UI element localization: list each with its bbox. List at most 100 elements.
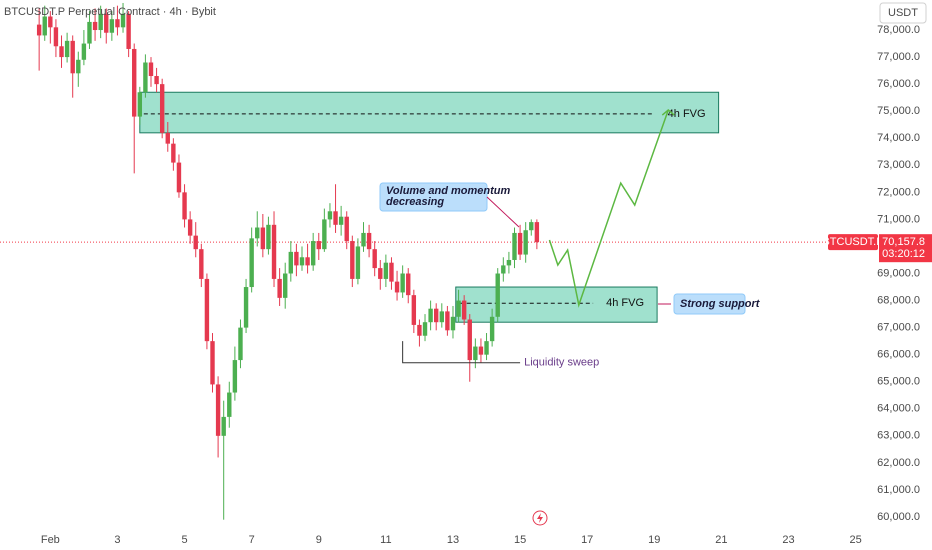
candle-body	[171, 143, 176, 163]
currency[interactable]: USDT	[888, 7, 918, 19]
fvg-label: 4h FVG	[668, 108, 706, 120]
candle-body	[98, 13, 103, 31]
x-tick-label: 9	[316, 534, 322, 546]
candle-body	[338, 216, 344, 225]
candle-body	[400, 273, 405, 293]
y-tick-label: 75,000.0	[877, 105, 920, 117]
candle-body	[210, 341, 215, 385]
candle-body	[271, 224, 277, 279]
x-tick-label: 19	[648, 534, 660, 546]
x-tick-label: 25	[850, 534, 862, 546]
y-tick-label: 76,000.0	[877, 78, 920, 90]
candle-body	[64, 40, 70, 58]
candle-body	[428, 308, 433, 323]
candle-body	[411, 295, 417, 325]
candle-body	[467, 319, 472, 361]
event-icon-bolt[interactable]	[537, 513, 543, 523]
projection-arrowhead	[661, 109, 675, 116]
candle-body	[277, 278, 282, 298]
candle-body	[489, 316, 495, 342]
candle-body	[120, 13, 126, 28]
candle-body	[378, 268, 383, 279]
candle-body	[461, 300, 467, 320]
candle-body	[132, 48, 137, 117]
candle-body	[232, 360, 238, 393]
candle-body	[456, 300, 461, 317]
candle-body	[187, 219, 193, 236]
candle-body	[383, 262, 389, 279]
y-tick-label: 68,000.0	[877, 294, 920, 306]
candle-body	[473, 346, 478, 361]
candle-body	[115, 19, 120, 28]
currency-box[interactable]	[879, 2, 927, 24]
candle-body	[288, 251, 294, 274]
candle-body	[193, 235, 198, 250]
symbol-tag	[828, 234, 878, 251]
candle-body	[255, 227, 260, 239]
y-tick-label: 71,000.0	[877, 213, 920, 225]
candle-body	[434, 308, 439, 323]
y-tick-label: 72,000.0	[877, 186, 920, 198]
x-tick-label: 7	[249, 534, 255, 546]
candle-body	[294, 251, 299, 266]
y-tick-label: 77,000.0	[877, 51, 920, 63]
candle-body	[406, 273, 411, 296]
fvg-zone	[139, 91, 720, 134]
candle-body	[501, 265, 506, 274]
x-tick-label: 11	[380, 534, 391, 546]
candle-body	[478, 346, 484, 355]
plot: 60,000.0 61,000.0 62,000.0 63,000.0 64,000.0…	[0, 2, 920, 546]
candle-body	[126, 13, 131, 49]
x-tick-label: 23	[782, 534, 794, 546]
candle-body	[327, 211, 333, 220]
candle-body	[143, 62, 148, 93]
candle-body	[137, 92, 143, 117]
candle-body	[389, 262, 394, 282]
candle-body	[42, 16, 47, 36]
candle-body	[495, 273, 500, 317]
candle-body	[266, 224, 271, 250]
candle-body	[76, 59, 81, 74]
candle-body	[159, 84, 165, 133]
event-icon[interactable]	[532, 510, 548, 526]
candle-body	[366, 232, 372, 250]
x-tick-label: 5	[181, 534, 187, 546]
candle-body	[227, 392, 232, 417]
sweep-label: Liquidity sweep	[524, 357, 599, 369]
candle-body	[305, 257, 310, 266]
x-tick-label: 3	[114, 534, 120, 546]
y-tick-label: 64,000.0	[877, 403, 920, 415]
candle-body	[260, 227, 266, 250]
callout-text: Strong support	[680, 298, 761, 310]
candle-body	[243, 287, 249, 328]
y-tick-label: 65,000.0	[877, 376, 920, 388]
candle-body	[199, 249, 204, 279]
candle-body	[104, 13, 109, 33]
candle-body	[221, 416, 226, 436]
symbol-title: BTCUSDT.P Perpetual Contract · 4h · Bybi…	[4, 6, 216, 18]
candle-body	[512, 232, 517, 260]
y-tick-label: 61,000.0	[877, 484, 920, 496]
candle-body	[109, 19, 115, 33]
projection-path	[548, 109, 669, 308]
symbol-tag-text: BTCUSDT.P	[822, 236, 883, 248]
candle-body	[59, 46, 64, 58]
candle-body	[87, 21, 92, 44]
fvg-label: 4h FVG	[606, 297, 644, 309]
candle-body	[484, 341, 489, 355]
candle-body	[81, 43, 87, 60]
y-tick-label: 67,000.0	[877, 322, 920, 334]
candle-body	[517, 232, 523, 255]
candle-body	[422, 322, 428, 336]
candle-body	[417, 324, 422, 336]
countdown: 03:20:12	[882, 248, 925, 260]
x-tick-label: 13	[447, 534, 459, 546]
x-tick-label: Feb	[41, 534, 60, 546]
x-tick-label: 15	[514, 534, 526, 546]
y-tick-label: 66,000.0	[877, 349, 920, 361]
last-price-label: 70,157.8	[882, 236, 925, 248]
candle-body	[176, 162, 182, 193]
callout-arrow	[486, 196, 520, 228]
